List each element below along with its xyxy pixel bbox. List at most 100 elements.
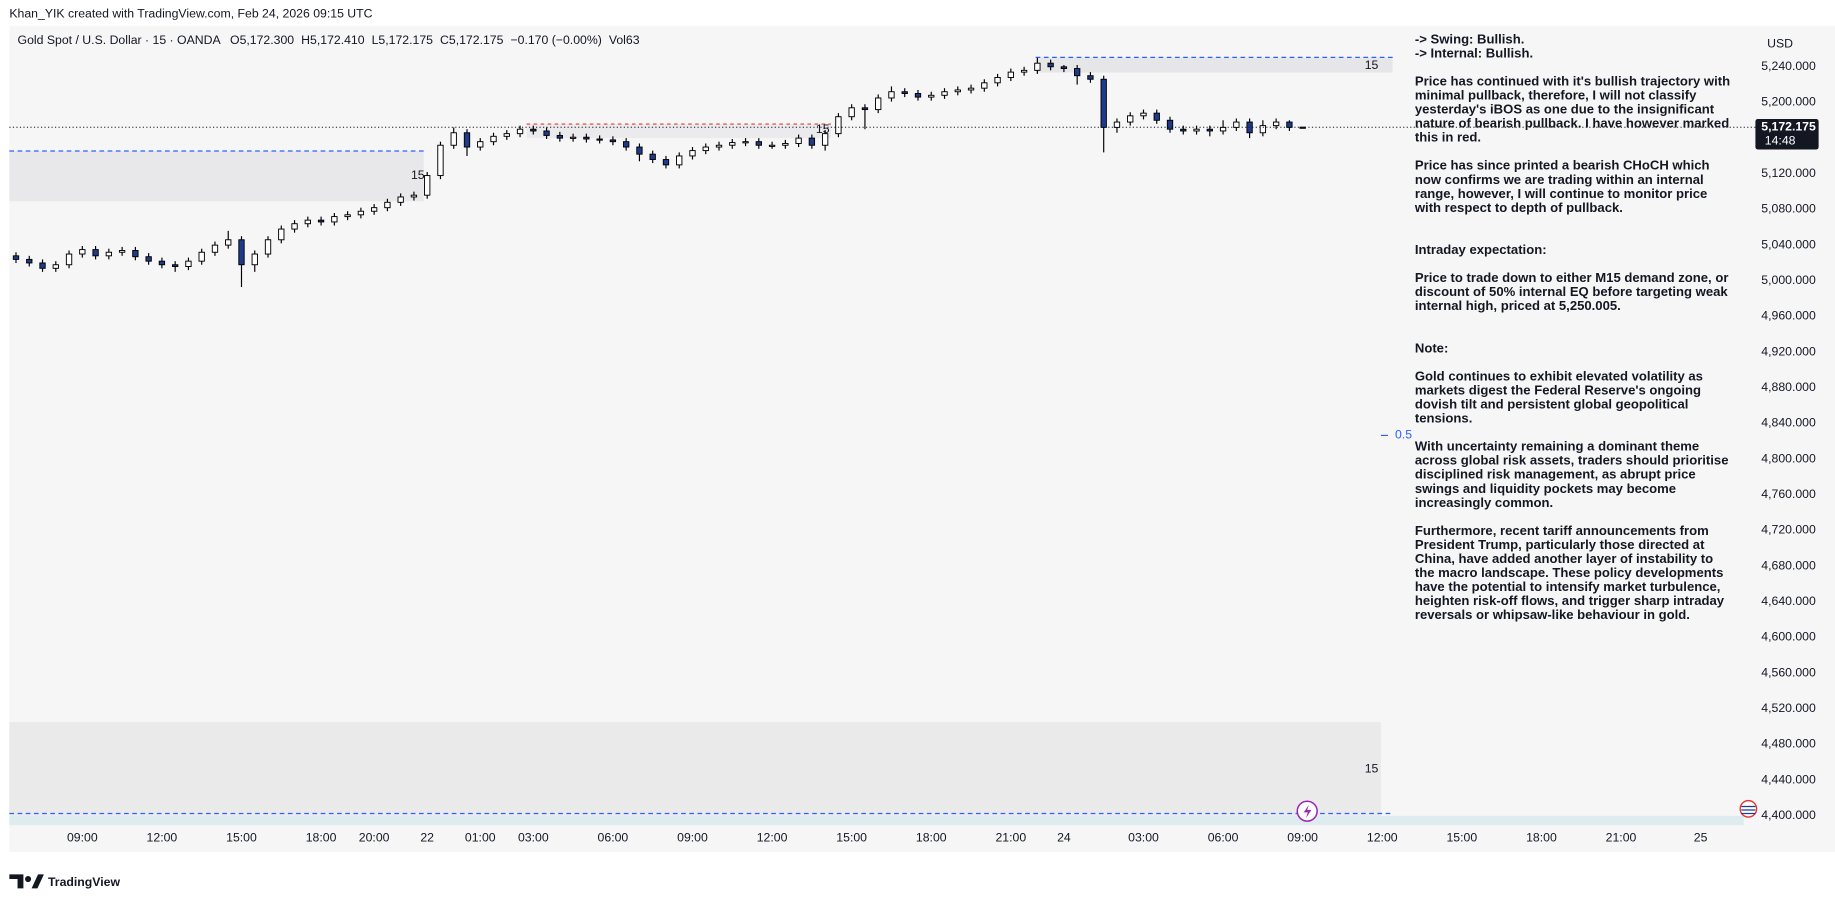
x-tick-label: 15:00 <box>226 830 257 844</box>
candle-body <box>384 201 391 209</box>
candle-body <box>1087 75 1094 80</box>
y-tick-label: 5,080.000 <box>1761 202 1816 216</box>
candle-body <box>450 132 457 146</box>
currency-label: USD <box>1767 37 1793 51</box>
candle-body <box>357 210 365 216</box>
flag-icon <box>1739 799 1758 818</box>
candle-body <box>689 150 696 157</box>
x-tick-label: 15:00 <box>836 830 867 844</box>
candle-body <box>12 255 20 260</box>
candle-body <box>331 216 338 223</box>
candle-body <box>583 136 590 140</box>
y-tick-label: 4,760.000 <box>1761 487 1816 501</box>
candle-body <box>941 91 948 96</box>
candle-body <box>26 258 33 264</box>
x-tick-label: 06:00 <box>598 830 629 844</box>
candle-body <box>649 153 656 160</box>
candle-body <box>477 141 484 148</box>
x-tick-label: 09:00 <box>677 830 708 844</box>
y-tick-label: 5,240.000 <box>1761 59 1816 73</box>
candle-body <box>437 144 444 177</box>
ohlc-value: L5,172.175 <box>372 33 434 47</box>
candle-body <box>1259 125 1267 134</box>
zone <box>9 722 1381 816</box>
x-tick-label: 18:00 <box>1526 830 1557 844</box>
candle-body <box>994 77 1001 84</box>
candle-body <box>1193 128 1200 132</box>
y-tick-label: 4,400.000 <box>1761 808 1816 822</box>
candle-body <box>503 133 510 137</box>
zone <box>9 150 424 202</box>
logo: TradingView <box>9 874 120 889</box>
candle-body <box>424 175 431 196</box>
candle-body <box>702 146 709 152</box>
candle-body <box>1272 121 1280 127</box>
candle-body <box>636 146 643 155</box>
x-tick-label: 24 <box>1057 830 1071 844</box>
candle-body <box>662 159 670 166</box>
candle-body <box>861 107 869 111</box>
y-tick-label: 4,520.000 <box>1761 701 1816 715</box>
x-tick-label: 15:00 <box>1446 830 1477 844</box>
candle-body <box>39 262 46 269</box>
x-tick-label: 03:00 <box>1128 830 1159 844</box>
candle-body <box>52 264 59 269</box>
candle-body <box>463 132 471 148</box>
y-tick-label: 5,040.000 <box>1761 237 1816 251</box>
note-paragraph: Price to trade down to either M15 demand… <box>1414 271 1729 314</box>
x-tick-label: 01:00 <box>465 830 496 844</box>
candle-body <box>1060 66 1068 70</box>
ohlc-value: O5,172.300 <box>230 33 294 47</box>
ohlc-value: Vol63 <box>609 33 640 47</box>
candle-body <box>848 107 855 118</box>
candle-body <box>1047 62 1054 68</box>
candle-body <box>172 264 179 267</box>
candle-body <box>1299 126 1306 129</box>
axes: 5,240.0005,200.0005,160.0005,120.0005,08… <box>9 37 1819 844</box>
note-paragraph: Note: <box>1414 341 1449 356</box>
candle-body <box>914 93 922 98</box>
note-paragraph: Furthermore, recent tariff announcements… <box>1414 524 1725 623</box>
candle-body <box>556 134 564 139</box>
timeframe-label: 15 <box>1365 761 1379 775</box>
x-tick-label: 12:00 <box>147 830 178 844</box>
y-tick-label: 5,200.000 <box>1761 95 1816 109</box>
candle-body <box>901 91 908 94</box>
logo-text: TradingView <box>48 875 120 889</box>
candle-body <box>105 251 113 257</box>
candle-body <box>185 260 192 267</box>
candle-body <box>1113 121 1121 128</box>
candle-body <box>370 207 378 212</box>
y-tick-label: 4,920.000 <box>1761 344 1816 358</box>
y-tick-label: 4,880.000 <box>1761 380 1816 394</box>
zone <box>1035 57 1393 73</box>
y-tick-label: 4,440.000 <box>1761 772 1816 786</box>
note-paragraph: Intraday expectation: <box>1414 243 1547 258</box>
y-tick-label: 4,800.000 <box>1761 451 1816 465</box>
candle-body <box>1007 71 1015 78</box>
candle-body <box>79 249 86 255</box>
candle-body <box>92 249 99 257</box>
candle-body <box>1233 121 1240 128</box>
candle-body <box>1166 119 1174 130</box>
last-price-box <box>1755 119 1819 150</box>
candle-body <box>808 137 816 146</box>
candle-body <box>676 155 683 166</box>
candle-body <box>1034 62 1041 71</box>
candle-body <box>981 82 988 89</box>
candle-body <box>715 144 723 148</box>
credit: Khan_YIK created with TradingView.com, F… <box>9 6 372 20</box>
candle-body <box>768 144 776 147</box>
y-tick-label: 4,480.000 <box>1761 737 1816 751</box>
note-paragraph: -> Swing: Bullish. <box>1414 32 1525 47</box>
candle-body <box>875 97 882 111</box>
y-tick-label: 4,680.000 <box>1761 558 1816 572</box>
candle-body <box>530 128 537 132</box>
event-icon <box>1296 800 1318 822</box>
candle-body <box>782 142 789 146</box>
candle-body <box>569 136 577 139</box>
candle-body <box>967 87 975 91</box>
candle-body <box>888 91 895 99</box>
